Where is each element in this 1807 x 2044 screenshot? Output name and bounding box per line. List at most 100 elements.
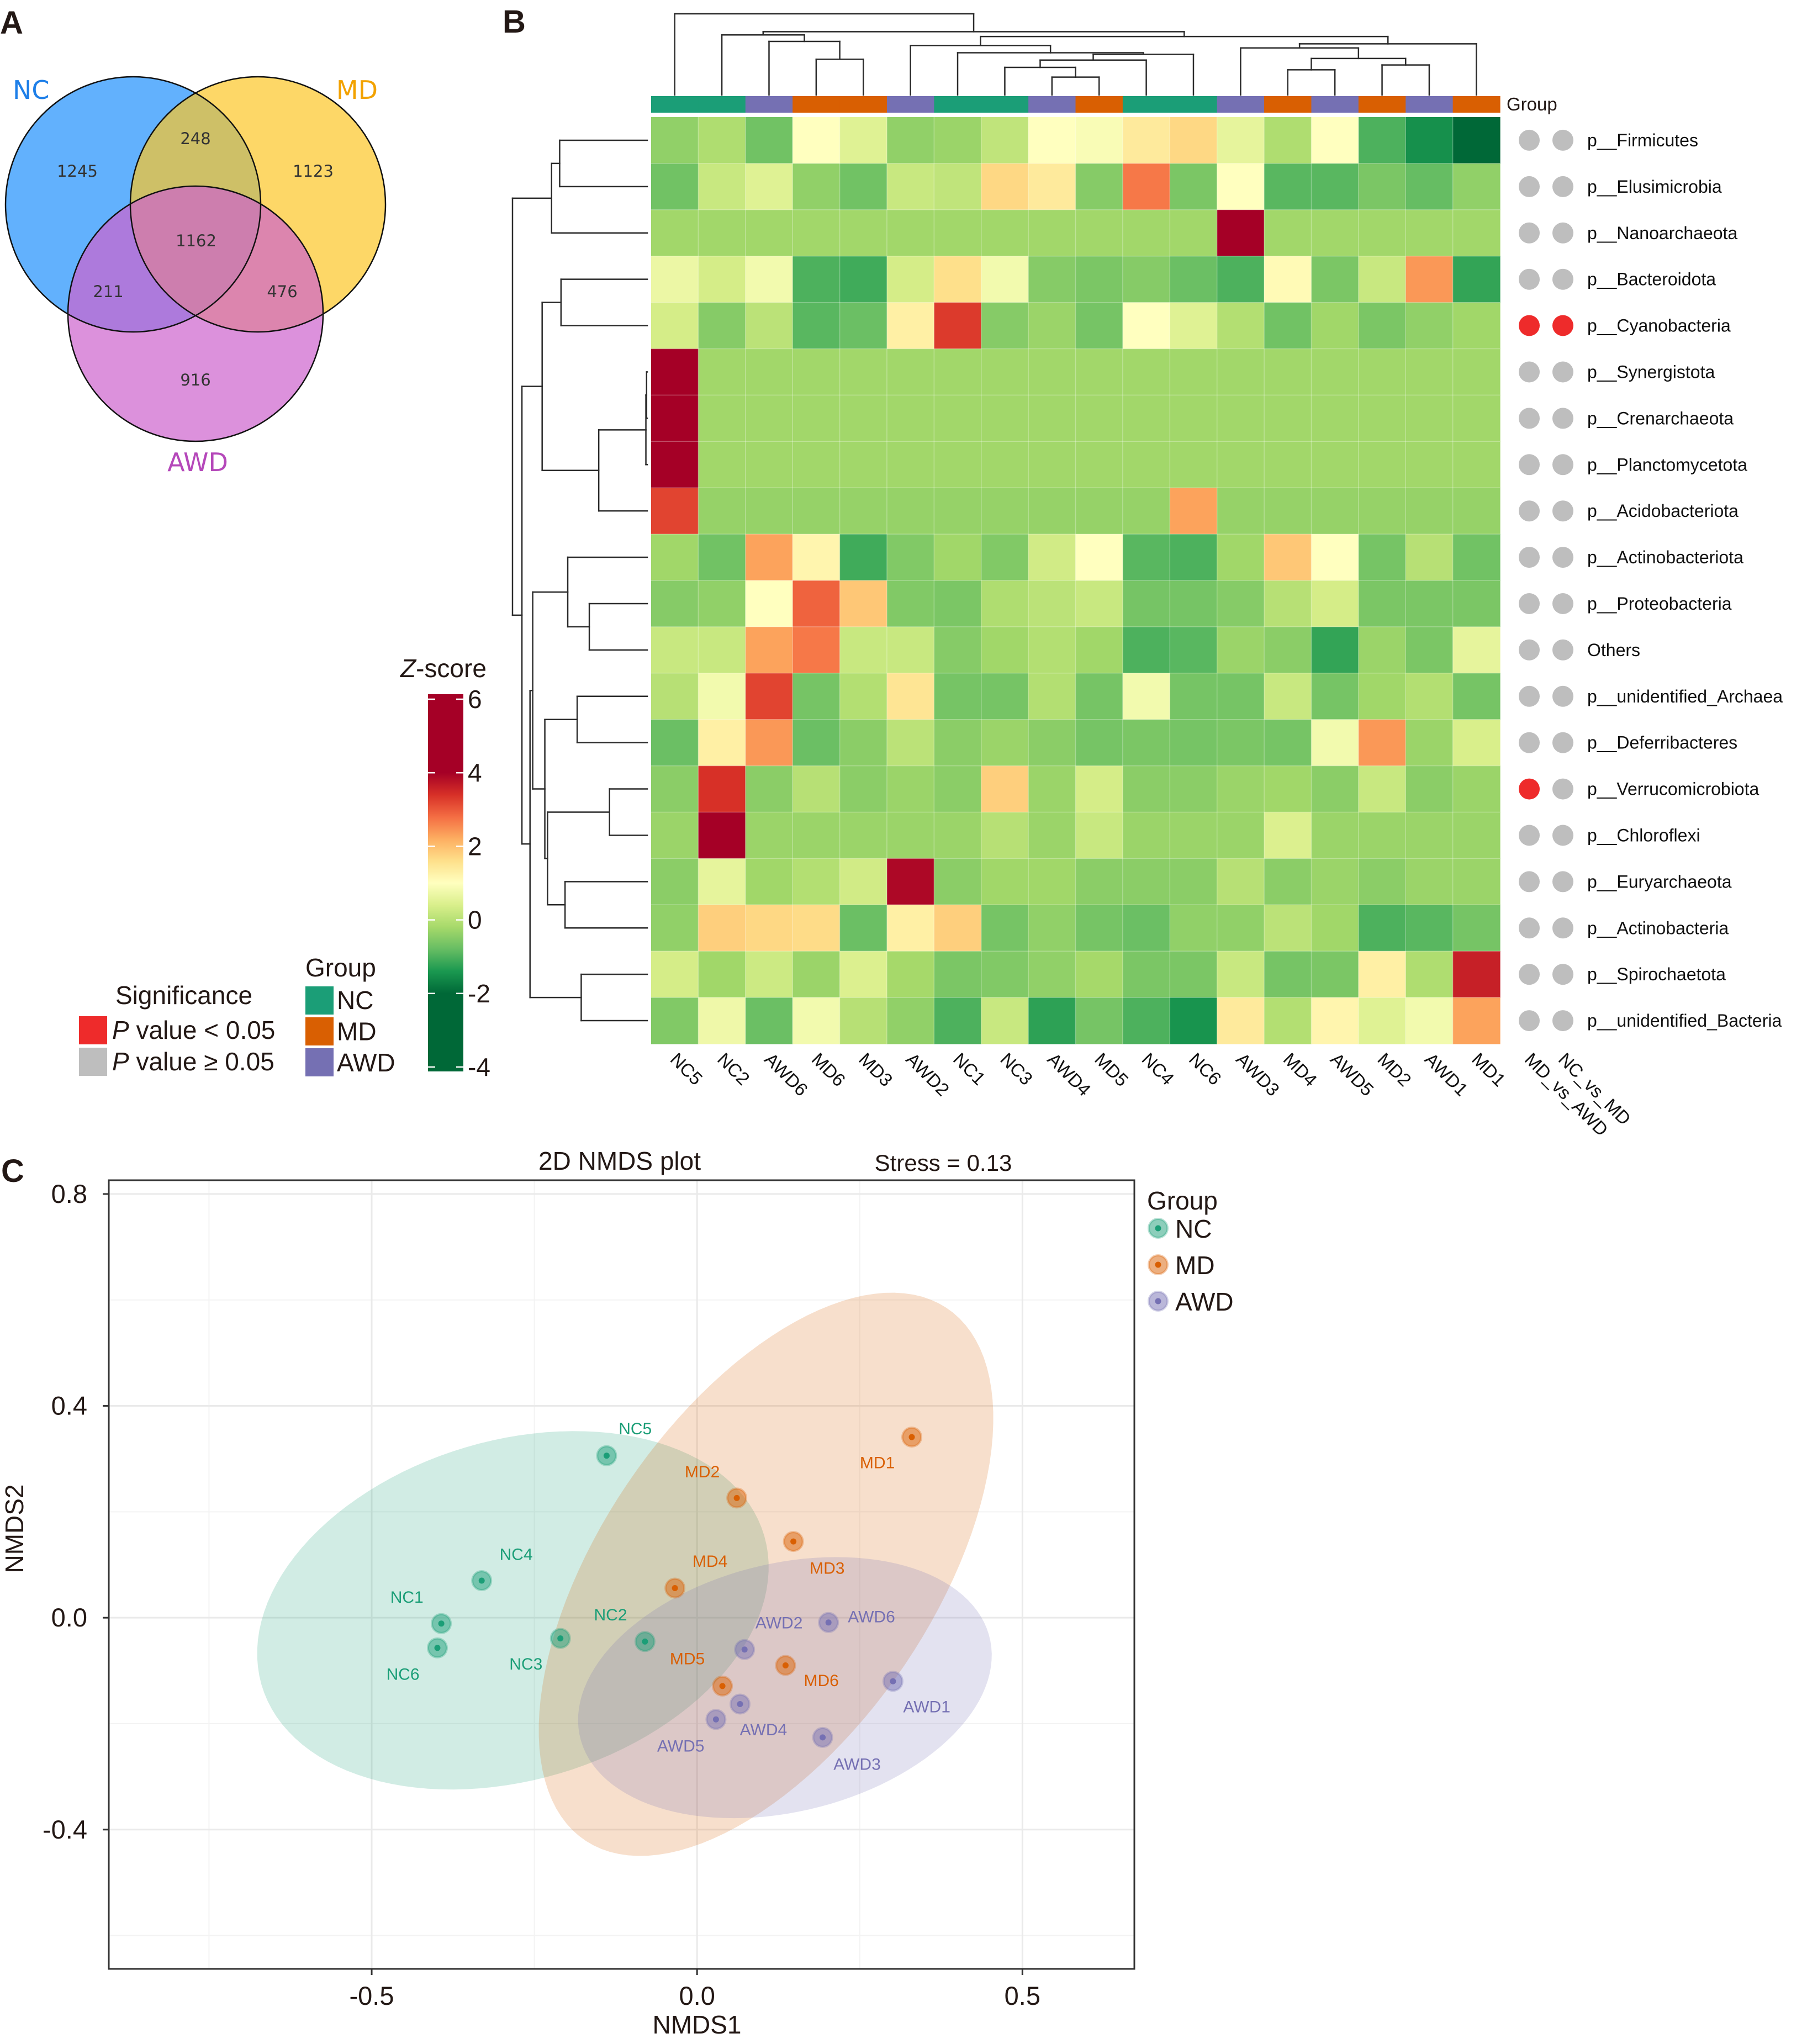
heatmap-cell bbox=[1311, 348, 1359, 395]
colorbar-tick-label: 2 bbox=[468, 832, 482, 860]
heatmap-cell bbox=[1028, 534, 1076, 581]
legend-label: NC bbox=[1175, 1214, 1212, 1243]
heatmap-cell bbox=[1358, 719, 1406, 767]
heatmap-cell bbox=[886, 951, 934, 998]
venn-circle-fills bbox=[6, 77, 385, 441]
heatmap-cell bbox=[1217, 256, 1265, 303]
heatmap-cell bbox=[981, 858, 1029, 905]
heatmap-cell bbox=[1452, 580, 1500, 627]
significance-dot-not-significant bbox=[1519, 732, 1540, 753]
heatmap-cell bbox=[1028, 441, 1076, 488]
heatmap-cell bbox=[886, 302, 934, 350]
heatmap-cell bbox=[1217, 163, 1265, 210]
colorbar-gradient-bar bbox=[428, 694, 463, 1071]
heatmap-cell bbox=[1358, 488, 1406, 535]
heatmap-cell bbox=[651, 256, 699, 303]
heatmap-cell bbox=[1406, 441, 1454, 488]
heatmap-cell bbox=[886, 765, 934, 813]
heatmap-cell bbox=[886, 348, 934, 395]
heatmap-cell bbox=[1406, 395, 1454, 442]
heatmap-cell bbox=[1406, 163, 1454, 210]
heatmap-cell bbox=[1217, 395, 1265, 442]
heatmap-cell bbox=[981, 441, 1029, 488]
heatmap-cell bbox=[886, 441, 934, 488]
heatmap-cell bbox=[745, 117, 793, 164]
point-marker-center bbox=[719, 1683, 726, 1689]
row-label: p__Acidobacteriota bbox=[1587, 501, 1739, 521]
heatmap-cell bbox=[1217, 626, 1265, 674]
heatmap-cell bbox=[651, 719, 699, 767]
heatmap-cell bbox=[1122, 348, 1170, 395]
row-label: Others bbox=[1587, 640, 1640, 660]
heatmap-cell bbox=[1406, 997, 1454, 1044]
threshold-text: value < 0.05 bbox=[129, 1016, 276, 1044]
significance-dot-not-significant bbox=[1519, 1010, 1540, 1032]
heatmap-cell bbox=[792, 580, 841, 627]
row-label: p__Bacteroidota bbox=[1587, 270, 1716, 289]
point-nc5 bbox=[596, 1445, 617, 1466]
x-tick-label: 0.0 bbox=[679, 1981, 715, 2010]
heatmap-cell bbox=[745, 951, 793, 998]
heatmap-cell bbox=[839, 209, 887, 257]
point-label: AWD6 bbox=[848, 1608, 895, 1626]
heatmap-cell bbox=[1075, 673, 1123, 720]
group-legend-label: AWD bbox=[337, 1048, 395, 1077]
heatmap-cell bbox=[1311, 951, 1359, 998]
heatmap-cell bbox=[839, 256, 887, 303]
heatmap-cell bbox=[745, 997, 793, 1044]
heatmap-cell bbox=[981, 580, 1029, 627]
group-bar-cell-awd bbox=[745, 96, 793, 113]
heatmap-cell bbox=[1406, 812, 1454, 859]
heatmap-cell bbox=[1358, 441, 1406, 488]
heatmap-cell bbox=[698, 673, 746, 720]
heatmap-cell bbox=[839, 441, 887, 488]
heatmap-cell bbox=[981, 209, 1029, 257]
sample-point-labels: NC1 NC2 NC3 NC4 NC5 NC6 MD1 MD2 MD3 MD4 MD5 MD6 AWD1… bbox=[387, 1420, 950, 1773]
heatmap-cell bbox=[886, 580, 934, 627]
point-label: AWD5 bbox=[657, 1737, 705, 1756]
point-label: MD5 bbox=[670, 1650, 705, 1668]
p-symbol: P bbox=[112, 1016, 129, 1044]
heatmap-cell bbox=[934, 858, 982, 905]
point-marker-center bbox=[782, 1662, 789, 1668]
point-marker-center bbox=[737, 1701, 743, 1707]
point-label: NC5 bbox=[619, 1420, 652, 1438]
heatmap-cell bbox=[651, 673, 699, 720]
point-nc3 bbox=[550, 1628, 571, 1649]
heatmap-cell bbox=[839, 163, 887, 210]
sample-points bbox=[427, 1427, 922, 1748]
significance-dot-not-significant bbox=[1519, 176, 1540, 197]
point-marker-center bbox=[642, 1638, 648, 1645]
heatmap-cell bbox=[1311, 395, 1359, 442]
heatmap-cell bbox=[1358, 534, 1406, 581]
row-label: p__Crenarchaeota bbox=[1587, 408, 1734, 428]
heatmap-cell bbox=[934, 626, 982, 674]
row-label: p__Nanoarchaeota bbox=[1587, 223, 1737, 243]
heatmap-cell bbox=[1122, 951, 1170, 998]
ellipse-md bbox=[538, 1292, 994, 1856]
x-tick-label: -0.5 bbox=[350, 1981, 394, 2010]
heatmap-cell bbox=[1452, 673, 1500, 720]
ellipse-awd bbox=[578, 1557, 992, 1819]
legend-key-center bbox=[1155, 1225, 1161, 1232]
heatmap-cell bbox=[1406, 765, 1454, 813]
heatmap-cell bbox=[1406, 673, 1454, 720]
heatmap-cell bbox=[886, 858, 934, 905]
heatmap-cell bbox=[1264, 719, 1312, 767]
significance-dot-significant bbox=[1519, 315, 1540, 336]
heatmap-cell bbox=[886, 626, 934, 674]
significance-dot-not-significant bbox=[1519, 685, 1540, 707]
heatmap-cell bbox=[1075, 905, 1123, 952]
heatmap-cell bbox=[698, 858, 746, 905]
venn-set-label-md: MD bbox=[336, 75, 378, 105]
heatmap-cell bbox=[1311, 163, 1359, 210]
heatmap-cell bbox=[1217, 812, 1265, 859]
heatmap-cell bbox=[792, 348, 841, 395]
heatmap-cell bbox=[934, 534, 982, 581]
venn-circle-awd bbox=[68, 186, 323, 441]
point-awd3 bbox=[812, 1726, 833, 1748]
heatmap-cell bbox=[1217, 348, 1265, 395]
heatmap-cell bbox=[1311, 765, 1359, 813]
heatmap-cell bbox=[1311, 812, 1359, 859]
